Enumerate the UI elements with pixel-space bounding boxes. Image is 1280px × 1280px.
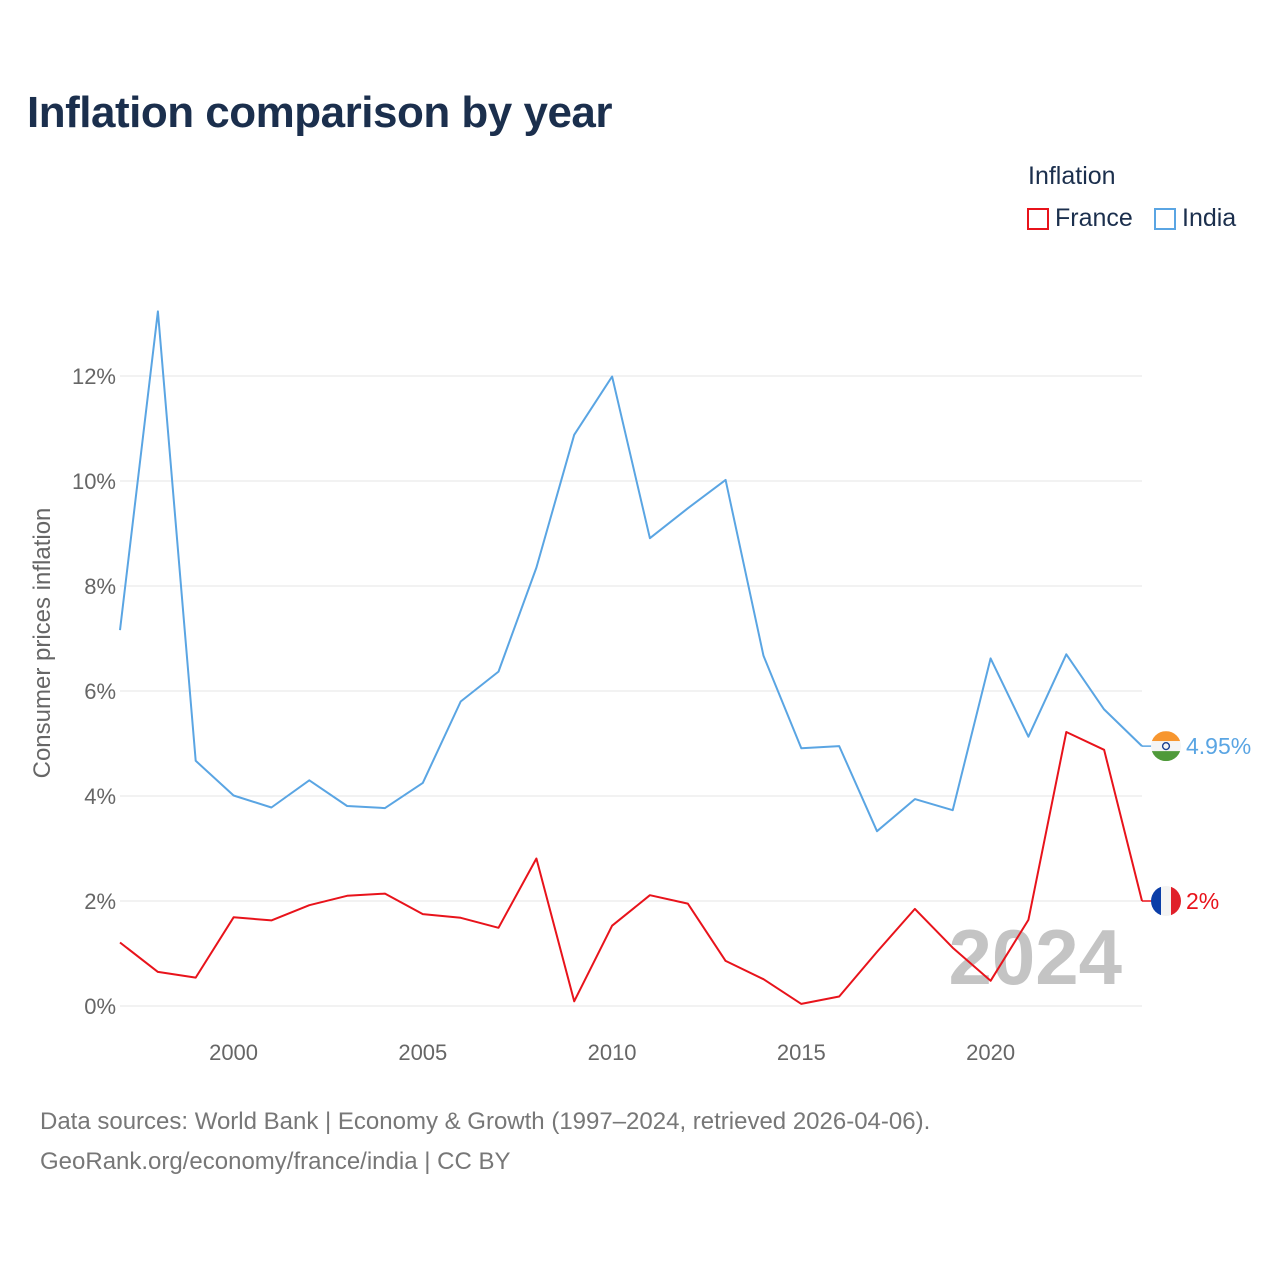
x-tick-label: 2020 xyxy=(966,1040,1015,1065)
series-lines xyxy=(119,310,1143,1005)
flag-icon-france xyxy=(1151,886,1181,916)
y-tick-label: 8% xyxy=(84,574,116,599)
x-tick-label: 2010 xyxy=(588,1040,637,1065)
flag-icon-india xyxy=(1151,731,1181,762)
legend-swatch-india xyxy=(1154,207,1176,230)
y-axis-label: Consumer prices inflation xyxy=(29,508,56,779)
grid-lines xyxy=(120,375,1142,1007)
y-tick-label: 2% xyxy=(84,889,116,914)
legend-label-france: France xyxy=(1055,204,1133,232)
footer-credit: GeoRank.org/economy/france/india | CC BY xyxy=(40,1148,511,1175)
y-tick-label: 0% xyxy=(84,994,116,1019)
legend-item-france[interactable]: France xyxy=(1027,204,1133,233)
x-tick-label: 2005 xyxy=(398,1040,447,1065)
legend-swatch-france xyxy=(1027,207,1049,230)
y-tick-label: 12% xyxy=(72,364,116,389)
x-tick-labels: 2000 2005 2010 2015 2020 xyxy=(209,1040,1015,1065)
y-tick-label: 4% xyxy=(84,784,116,809)
chart-title: Inflation comparison by year xyxy=(27,88,613,137)
legend-title: Inflation xyxy=(1028,162,1116,190)
footer-sources: Data sources: World Bank | Economy & Gro… xyxy=(40,1108,931,1135)
y-tick-label: 6% xyxy=(84,679,116,704)
series-end-labels: 2% 4.95% xyxy=(1142,731,1251,916)
x-tick-label: 2000 xyxy=(209,1040,258,1065)
line-chart: 0% 2% 4% 6% 8% 10% 12% 2000 2005 2010 2015 2020 Co… xyxy=(29,310,1251,1065)
year-watermark: 2024 xyxy=(948,913,1122,1001)
legend-item-india[interactable]: India xyxy=(1154,204,1236,233)
y-tick-labels: 0% 2% 4% 6% 8% 10% 12% xyxy=(72,364,116,1019)
y-tick-label: 10% xyxy=(72,469,116,494)
series-line-india xyxy=(119,310,1143,833)
end-label-india: 4.95% xyxy=(1186,733,1251,759)
end-label-france: 2% xyxy=(1186,888,1219,914)
series-line-france xyxy=(119,731,1143,1005)
x-tick-label: 2015 xyxy=(777,1040,826,1065)
legend-label-india: India xyxy=(1182,204,1237,232)
